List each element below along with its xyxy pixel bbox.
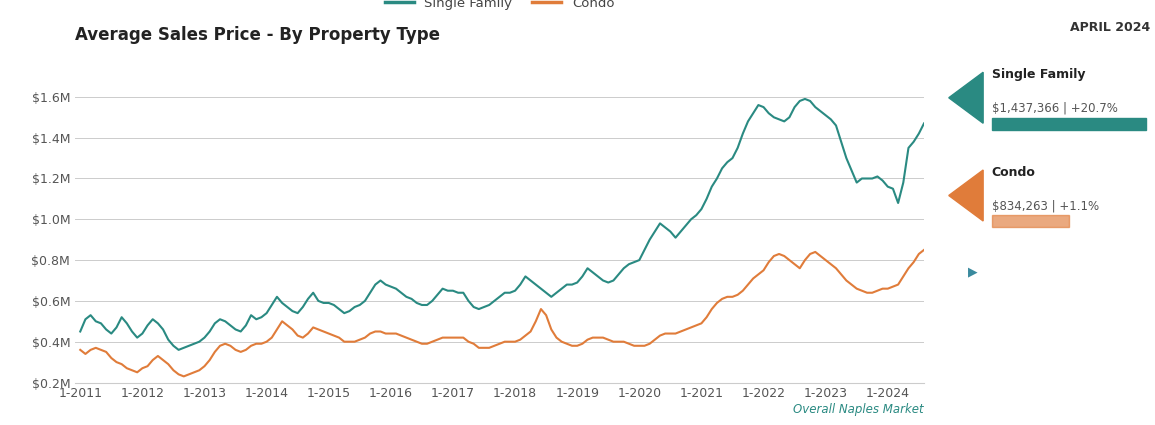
Text: $834,263 | +1.1%: $834,263 | +1.1%: [992, 200, 1098, 213]
Legend: Single Family, Condo: Single Family, Condo: [380, 0, 619, 15]
Bar: [992, 118, 1147, 130]
Text: Single Family: Single Family: [992, 68, 1086, 81]
Text: Overall Naples Market: Overall Naples Market: [793, 403, 924, 416]
Polygon shape: [948, 72, 983, 123]
Bar: [992, 215, 1070, 227]
Text: ▶: ▶: [968, 266, 977, 278]
Text: Condo: Condo: [992, 166, 1036, 179]
Polygon shape: [948, 170, 983, 221]
Text: APRIL 2024: APRIL 2024: [1071, 21, 1150, 34]
Text: Average Sales Price - By Property Type: Average Sales Price - By Property Type: [75, 26, 440, 43]
Text: $1,437,366 | +20.7%: $1,437,366 | +20.7%: [992, 102, 1118, 115]
